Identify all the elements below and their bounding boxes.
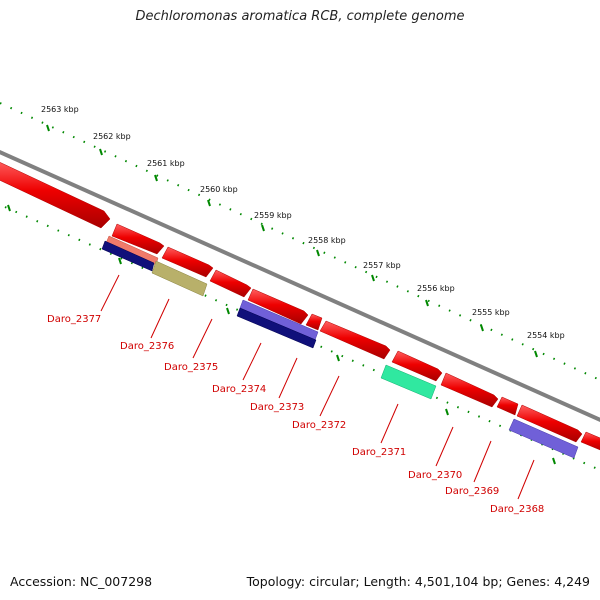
scale-tick	[118, 257, 122, 265]
scale-tick	[207, 199, 211, 207]
gene-leader-line	[435, 426, 454, 467]
gene-leader-line	[242, 342, 262, 381]
scale-label: 2563 kbp	[41, 105, 79, 114]
cds-arrow	[496, 396, 519, 416]
cds-arrow	[161, 246, 214, 278]
feature-box-aqua	[380, 364, 437, 400]
cds-arrow	[0, 162, 111, 229]
gene-leader-line	[473, 440, 492, 483]
cds-arrow	[440, 372, 499, 408]
scale-tick	[316, 249, 320, 257]
gene-leader-line	[100, 274, 120, 312]
scale-label: 2562 kbp	[93, 132, 131, 141]
scale-tick	[46, 124, 50, 132]
gene-label: Daro_2370	[408, 470, 462, 481]
scale-label: 2557 kbp	[363, 261, 401, 270]
gene-label: Daro_2376	[120, 341, 174, 352]
genome-info-text: Topology: circular; Length: 4,501,104 bp…	[246, 574, 590, 589]
gene-leader-line	[192, 318, 213, 359]
gene-label: Daro_2373	[250, 402, 304, 413]
gene-label: Daro_2372	[292, 420, 346, 431]
scale-tick	[371, 274, 375, 282]
gene-leader-line	[319, 375, 340, 417]
scale-tick	[425, 299, 429, 307]
scale-tick	[534, 350, 538, 358]
feature-box-navy	[236, 307, 317, 349]
gene-label: Daro_2377	[47, 314, 101, 325]
gene-label: Daro_2374	[212, 384, 266, 395]
scale-label: 2555 kbp	[472, 308, 510, 317]
scale-tick	[480, 324, 484, 332]
gene-leader-line	[380, 403, 399, 444]
cds-arrow	[580, 431, 600, 451]
genome-backbone	[0, 150, 600, 422]
scale-tick	[552, 457, 556, 465]
gene-leader-line	[150, 298, 170, 339]
scale-label: 2556 kbp	[417, 284, 455, 293]
inner-scale-track	[4, 204, 600, 471]
scale-tick	[154, 174, 158, 182]
cds-arrow	[247, 288, 309, 325]
cds-arrow	[209, 269, 252, 298]
gene-leader-lines	[100, 274, 535, 500]
gene-labels: Daro_2377 Daro_2376 Daro_2375 Daro_2374 …	[47, 314, 544, 515]
feature-box-periwinkle	[508, 418, 579, 459]
scale-tick	[7, 204, 11, 212]
cds-arrow	[319, 320, 391, 360]
feature-box-navy	[101, 240, 155, 272]
gene-label: Daro_2375	[164, 362, 218, 373]
scale-label: 2560 kbp	[200, 185, 238, 194]
genome-title: Dechloromonas aromatica RCB, complete ge…	[135, 9, 465, 24]
accession-text: Accession: NC_007298	[10, 574, 153, 589]
cds-arrow	[391, 350, 443, 382]
scale-tick	[226, 307, 230, 315]
scale-tick	[336, 354, 340, 362]
scale-label: 2554 kbp	[527, 331, 565, 340]
scale-labels: 2563 kbp 2562 kbp 2561 kbp 2560 kbp 2559…	[41, 105, 565, 340]
feature-box-khaki	[151, 260, 208, 297]
gene-label: Daro_2369	[445, 486, 499, 497]
scale-tick	[261, 224, 265, 232]
scale-label: 2559 kbp	[254, 211, 292, 220]
scale-label: 2561 kbp	[147, 159, 185, 168]
gene-leader-line	[517, 459, 535, 500]
gene-label: Daro_2371	[352, 447, 406, 458]
cds-arrow	[111, 223, 165, 255]
cds-arrow	[305, 313, 323, 331]
outer-scale-track	[0, 102, 600, 381]
gene-label: Daro_2368	[490, 504, 544, 515]
feature-track	[101, 235, 579, 459]
scale-tick	[445, 408, 449, 416]
scale-tick	[99, 148, 103, 156]
cds-track	[0, 162, 600, 451]
gene-leader-line	[278, 357, 298, 399]
scale-label: 2558 kbp	[308, 236, 346, 245]
cds-arrow	[516, 404, 583, 443]
